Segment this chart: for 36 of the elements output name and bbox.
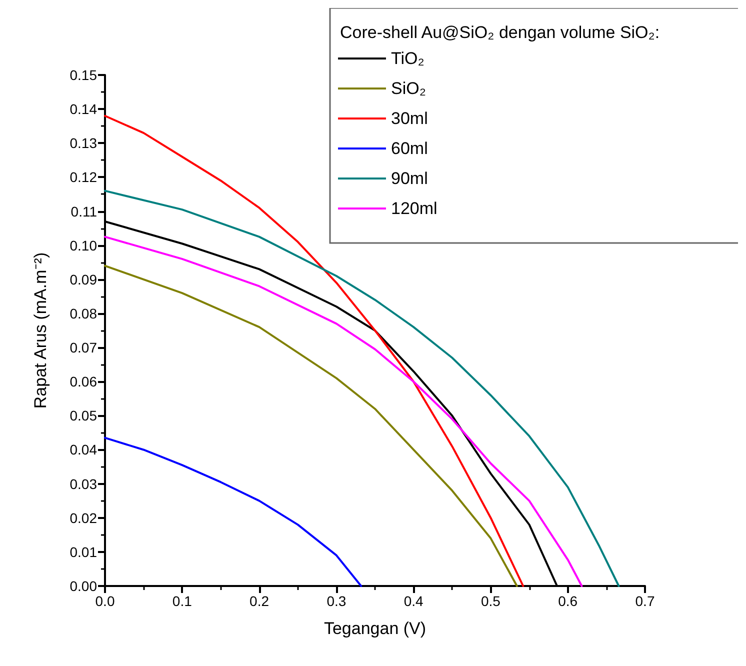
legend-label: 90ml <box>391 169 428 188</box>
x-tick-label: 0.3 <box>326 593 346 609</box>
x-axis-title: Tegangan (V) <box>324 619 426 638</box>
y-tick-label: 0.02 <box>70 510 98 526</box>
x-tick-label: 0.4 <box>404 593 424 609</box>
y-tick-label: 0.01 <box>70 544 98 560</box>
y-axis-title: Rapat Arus (mA.m⁻²) <box>31 252 50 409</box>
y-tick-label: 0.05 <box>70 408 98 424</box>
x-tick-label: 0.7 <box>635 593 655 609</box>
x-tick-label: 0.5 <box>480 593 501 609</box>
legend-label: 120ml <box>391 199 438 218</box>
y-tick-label: 0.04 <box>70 442 98 458</box>
y-tick-label: 0.09 <box>70 271 98 288</box>
x-tick-label: 0.6 <box>558 593 578 609</box>
legend-title: Core-shell Au@SiO₂ dengan volume SiO₂: <box>340 23 660 42</box>
legend-label: 60ml <box>391 139 428 158</box>
legend-label: TiO₂ <box>391 49 424 68</box>
y-tick-label: 0.10 <box>70 237 98 254</box>
line-series <box>104 190 620 587</box>
y-tick-label: 0.08 <box>70 305 98 322</box>
line-series <box>104 436 362 587</box>
x-tick-label: 0.0 <box>95 593 115 609</box>
y-tick-label: 0.12 <box>70 169 98 186</box>
y-tick-label: 0.11 <box>70 203 98 220</box>
legend-label: SiO₂ <box>391 79 426 98</box>
y-tick-label: 0.03 <box>70 476 98 492</box>
y-tick-label: 0.07 <box>70 340 98 356</box>
y-tick-label: 0.13 <box>70 135 98 152</box>
line-series <box>104 264 518 587</box>
x-tick-label: 0.2 <box>250 593 270 609</box>
legend-label: 30ml <box>391 109 428 128</box>
y-tick-label: 0.06 <box>70 374 98 390</box>
y-tick-label: 0.00 <box>70 578 98 594</box>
y-tick-label: 0.15 <box>70 67 98 83</box>
x-tick-label: 0.1 <box>172 593 192 609</box>
y-tick-label: 0.14 <box>70 101 98 118</box>
